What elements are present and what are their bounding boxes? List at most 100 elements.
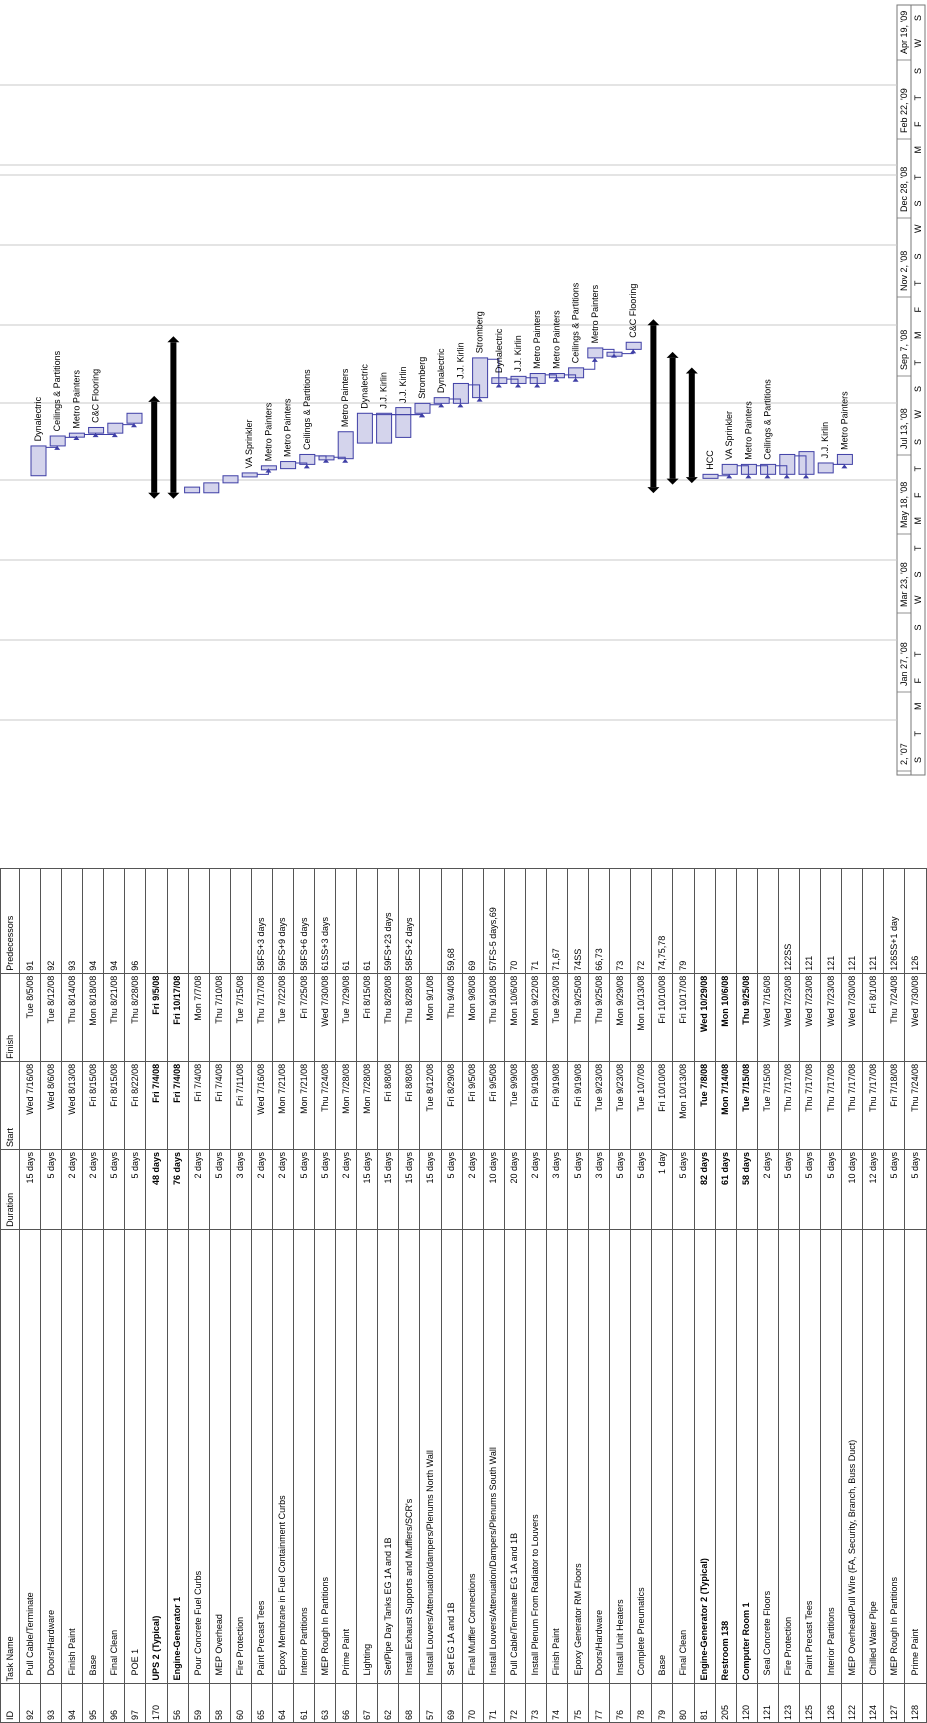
timescale-bottom-label: M [913,332,923,340]
table-row[interactable]: 56 Engine-Generator 1 76 days Fri 7/4/08 Fri… [167,868,189,1723]
table-row[interactable]: 60 Fire Protection 3 days Fri 7/11/08 Tue 7/… [230,868,252,1723]
task-name: Restroom 138 [715,1229,737,1684]
task-finish: Wed 10/29/08 [694,973,716,1062]
table-row[interactable]: 74 Finish Paint 3 days Fri 9/19/08 Tue 9/23/… [546,868,568,1723]
table-row[interactable]: 93 Doors/Hardware 5 days Wed 8/6/08 Tue 8/12… [40,868,62,1723]
task-id: 125 [799,1683,821,1723]
table-row[interactable]: 205 Restroom 138 61 days Mon 7/14/08 Mon 10/… [715,868,737,1723]
task-start: Wed 7/16/08 [19,1061,41,1150]
task-finish: Thu 9/25/08 [736,973,758,1062]
table-row[interactable]: 59 Pour Concrete Fuel Curbs 2 days Fri 7/4/… [188,868,210,1723]
task-name: Engine-Generator 1 [167,1229,189,1684]
timescale-bottom-label: S [913,253,923,259]
table-row[interactable]: 126 Interior Partitions 5 days Thu 7/17/08 W… [820,868,842,1723]
task-duration: 76 days [167,1149,189,1230]
task-start: Thu 7/17/08 [799,1061,821,1150]
timescale-bottom-label: T [913,174,923,180]
table-row[interactable]: 95 Base 2 days Fri 8/15/08 Mon 8/18/08 94 [82,868,104,1723]
table-row[interactable]: 67 Lighting 15 days Mon 7/28/08 Fri 8/15/08 6… [356,868,378,1723]
task-start: Fri 7/18/08 [883,1061,905,1150]
table-row[interactable]: 65 Paint Precast Tees 2 days Wed 7/16/08 Thu… [251,868,273,1723]
task-name: Seal Concrete Floors [757,1229,779,1684]
table-row[interactable]: 72 Pull Cable/Terminate EG 1A and 1B 20 da… [504,868,526,1723]
column-header-finish[interactable]: Finish [0,973,20,1062]
summary-cap [666,351,679,358]
task-name: UPS 2 (Typical) [145,1229,168,1684]
column-header-task-name[interactable]: Task Name [0,1229,20,1684]
link-arrow [111,433,118,438]
table-row[interactable]: 120 Computer Room 1 58 days Tue 7/15/08 Thu … [736,868,758,1723]
task-name: Engine-Generator 2 (Typical) [694,1229,716,1684]
table-row[interactable]: 76 Install Unit Heaters 5 days Tue 9/23/08 M… [609,868,631,1723]
link-arrow [131,423,137,428]
link-arrow [783,474,790,479]
task-predecessors [209,868,231,974]
table-row[interactable]: 123 Fire Protection 5 days Thu 7/17/08 Wed 7… [778,868,800,1723]
table-row[interactable]: 71 Install Louvers/Attenuation/Dampers/Pl… [483,868,505,1723]
table-row[interactable]: 78 Complete Pneumatics 5 days Tue 10/7/08 Mo… [630,868,652,1723]
table-row[interactable]: 79 Base 1 day Fri 10/10/08 Fri 10/10/08 74,75… [651,868,673,1723]
task-id: 69 [441,1683,463,1723]
table-row[interactable]: 124 Chilled Water Pipe 12 days Thu 7/17/08 F… [862,868,884,1723]
task-duration: 1 day [651,1149,673,1230]
table-row[interactable]: 73 Install Plenum From Radiator to Louver… [525,868,547,1723]
summary-bar [688,373,695,478]
table-row[interactable]: 125 Paint Precast Tees 5 days Thu 7/17/08 We… [799,868,821,1723]
task-start: Mon 7/21/08 [293,1061,315,1150]
table-row[interactable]: 127 MEP Rough In Partitions 5 days Fri 7/18… [883,868,905,1723]
table-row[interactable]: 77 Doors/Hardware 3 days Tue 9/23/08 Thu 9/2… [588,868,610,1723]
task-duration: 61 days [715,1149,737,1230]
summary-cap [167,492,180,499]
table-row[interactable]: 94 Finish Paint 2 days Wed 8/13/08 Thu 8/14/… [61,868,83,1723]
task-name: Epoxy Membrane in Fuel Containment Curbs [272,1229,294,1684]
task-id: 126 [820,1683,842,1723]
table-row[interactable]: 66 Prime Paint 2 days Mon 7/28/08 Tue 7/29/0… [335,868,357,1723]
task-bar [625,341,642,350]
dependency-link [545,374,557,378]
dependency-link [775,465,788,475]
task-id: 61 [293,1683,315,1723]
task-start: Thu 7/17/08 [862,1061,884,1150]
table-row[interactable]: 63 MEP Rough In Partitions 5 days Thu 7/24/… [314,868,336,1723]
link-arrow [419,413,425,418]
table-row[interactable]: 170 UPS 2 (Typical) 48 days Fri 7/4/08 Fri 9… [145,868,168,1723]
table-row[interactable]: 57 Install Louvers/Attenuation/dampers/Pl… [419,868,442,1723]
task-bar [587,347,604,359]
table-row[interactable]: 69 Set EG 1A and 1B 5 days Fri 8/29/08 Thu 9… [441,868,463,1723]
table-row[interactable]: 68 Install Exhaust Supports and Mufflers/… [398,868,420,1723]
table-row[interactable]: 96 Final Clean 5 days Fri 8/15/08 Thu 8/21/0… [103,868,125,1723]
table-row[interactable]: 70 Final Muffler Connections 2 days Fri 9/5… [462,868,484,1723]
table-row[interactable]: 122 MEP Overhead/Pull Wire (FA, Security,… [841,868,863,1723]
column-header-id[interactable]: ID [0,1683,20,1723]
task-name: Base [82,1229,104,1684]
link-arrow [265,468,272,473]
column-header-start[interactable]: Start [0,1061,20,1150]
task-name: Install Louvers/Attenuation/dampers/Plen… [419,1229,442,1684]
table-row[interactable]: 92 Pull Cable/Terminate 15 days Wed 7/16/08… [19,868,41,1723]
table-row[interactable]: 121 Seal Concrete Floors 2 days Tue 7/15/08… [757,868,779,1723]
table-row[interactable]: 58 MEP Overhead 5 days Fri 7/4/08 Thu 7/10/0… [209,868,231,1723]
timescale-bottom-label: W [913,595,923,604]
task-predecessors: 61 [335,868,357,974]
task-duration: 2 days [335,1149,357,1230]
table-row[interactable]: 62 Set/Pipe Day Tanks EG 1A and 1B 15 days… [377,868,399,1723]
table-row[interactable]: 80 Final Clean 5 days Mon 10/13/08 Fri 10/17… [672,868,694,1723]
task-duration: 5 days [904,1149,927,1230]
task-predecessors: 91 [19,868,41,974]
task-start: Fri 7/4/08 [145,1061,168,1150]
table-row[interactable]: 64 Epoxy Membrane in Fuel Containment Cur… [272,868,294,1723]
task-bar [376,412,393,444]
table-row[interactable]: 128 Prime Paint 5 days Thu 7/24/08 Wed 7/30/… [904,868,927,1723]
table-row[interactable]: 61 Interior Partitions 5 days Mon 7/21/08 Fr… [293,868,315,1723]
column-header-predecessors[interactable]: Predecessors [0,868,20,974]
table-row[interactable]: 75 Epoxy Generator RM Floors 5 days Fri 9/1… [567,868,589,1723]
task-name: Finish Paint [61,1229,83,1684]
task-id: 65 [251,1683,273,1723]
task-finish: Fri 10/17/08 [167,973,189,1062]
column-header-duration[interactable]: Duration [0,1149,20,1230]
task-name: Final Clean [103,1229,125,1684]
link-arrow [92,433,99,438]
task-start: Mon 10/13/08 [672,1061,694,1150]
table-row[interactable]: 81 Engine-Generator 2 (Typical) 82 days Tue… [694,868,716,1723]
